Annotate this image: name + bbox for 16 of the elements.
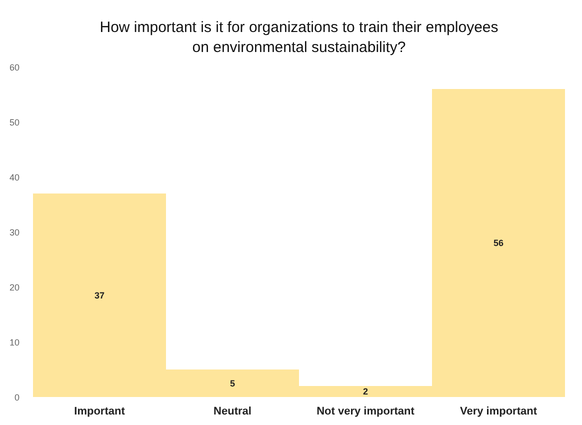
- data-label: 2: [362, 386, 368, 396]
- y-tick-label: 30: [9, 228, 20, 238]
- y-tick-label: 10: [9, 338, 20, 348]
- x-tick-label: Important: [74, 406, 126, 418]
- y-tick-label: 60: [9, 62, 20, 72]
- data-label: 56: [493, 238, 504, 248]
- y-tick-label: 20: [9, 282, 20, 292]
- y-tick-label: 40: [9, 172, 20, 182]
- y-tick-label: 0: [14, 392, 20, 402]
- chart-title: How important is it for organizations to train their employees on environmental sustainability?: [100, 19, 498, 56]
- y-tick-label: 50: [9, 118, 20, 128]
- x-tick-label: Not very important: [316, 406, 415, 418]
- x-tick-label: Neutral: [214, 406, 252, 418]
- data-label: 37: [94, 290, 105, 300]
- data-label: 5: [230, 378, 236, 388]
- x-tick-label: Very important: [460, 406, 538, 418]
